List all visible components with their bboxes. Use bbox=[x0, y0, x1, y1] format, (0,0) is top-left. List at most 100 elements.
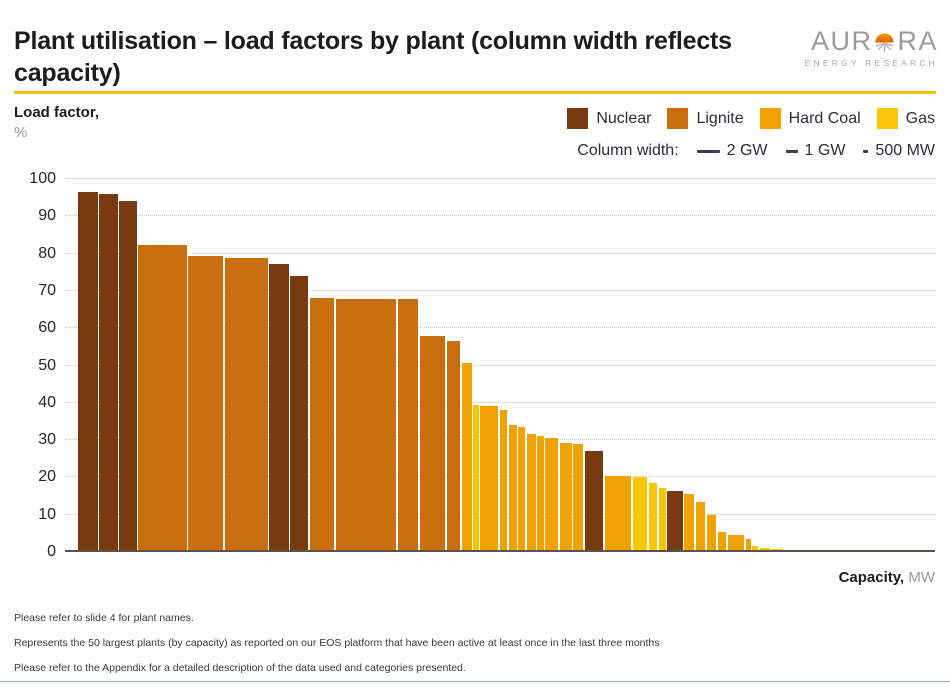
bar-nuclear bbox=[99, 194, 118, 550]
gridline-60 bbox=[65, 327, 935, 329]
width-sample-2-gw: 2 GW bbox=[696, 142, 768, 160]
legend-swatch bbox=[567, 108, 589, 129]
title-divider bbox=[14, 91, 936, 94]
bar-lignite bbox=[225, 258, 268, 550]
footnote-1: Please refer to slide 4 for plant names. bbox=[14, 612, 194, 624]
width-sample-500-mw: 500 MW bbox=[863, 142, 935, 160]
legend-item-lignite: Lignite bbox=[667, 108, 744, 129]
bar-hard-coal bbox=[573, 444, 583, 550]
bar-hard-coal bbox=[537, 436, 544, 550]
bar-gas bbox=[473, 405, 479, 550]
x-axis-unit: MW bbox=[908, 569, 935, 586]
y-tick-label-30: 30 bbox=[38, 431, 56, 449]
fuel-legend: Nuclear Lignite Hard Coal Gas bbox=[567, 108, 935, 129]
legend-label: Hard Coal bbox=[788, 109, 861, 127]
bar-nuclear bbox=[78, 192, 98, 550]
bar-nuclear bbox=[667, 491, 683, 550]
bar-hard-coal bbox=[500, 410, 507, 550]
y-axis-unit: % bbox=[14, 124, 28, 141]
column-width-label: Column width: bbox=[577, 142, 679, 159]
y-tick-label-20: 20 bbox=[38, 468, 56, 486]
y-tick-label-100: 100 bbox=[29, 170, 56, 187]
bar-hard-coal bbox=[707, 515, 716, 550]
y-tick-label-40: 40 bbox=[38, 393, 56, 411]
width-dash-icon bbox=[863, 149, 869, 153]
logo-subtitle: ENERGY RESEARCH bbox=[804, 58, 938, 68]
bottom-divider bbox=[0, 681, 950, 682]
legend-label: Lignite bbox=[696, 109, 744, 127]
y-tick-label-60: 60 bbox=[38, 319, 56, 337]
bar-hard-coal bbox=[746, 539, 751, 550]
y-axis-title: Load factor, % bbox=[14, 104, 99, 141]
gridline-80 bbox=[65, 252, 935, 254]
footnote-3: Please refer to the Appendix for a detai… bbox=[14, 662, 466, 674]
footnote-2: Represents the 50 largest plants (by cap… bbox=[14, 637, 660, 649]
x-axis-title-text: Capacity, bbox=[838, 569, 905, 586]
width-sample-label: 1 GW bbox=[804, 142, 846, 159]
bar-hard-coal bbox=[518, 427, 525, 550]
bar-hard-coal bbox=[605, 476, 631, 550]
bar-hard-coal bbox=[527, 434, 536, 550]
bar-gas bbox=[649, 483, 657, 550]
width-dash-icon bbox=[696, 149, 720, 153]
bar-lignite bbox=[336, 299, 396, 550]
legend-label: Gas bbox=[905, 109, 935, 127]
width-sample-1-gw: 1 GW bbox=[785, 142, 846, 160]
bar-lignite bbox=[447, 341, 460, 550]
aurora-logo: AUR RA ENERGY RESEARCH bbox=[778, 26, 938, 68]
y-tick-label-0: 0 bbox=[47, 543, 56, 560]
logo-text-left: AUR bbox=[810, 26, 873, 56]
y-tick-label-50: 50 bbox=[38, 356, 56, 374]
bar-gas bbox=[659, 488, 666, 550]
bar-hard-coal bbox=[560, 443, 572, 550]
bar-lignite bbox=[420, 336, 445, 550]
legend-item-gas: Gas bbox=[876, 108, 935, 129]
page-title: Plant utilisation – load factors by plan… bbox=[14, 26, 732, 88]
width-dash-icon bbox=[785, 149, 798, 153]
gridline-70 bbox=[65, 289, 935, 291]
bar-hard-coal bbox=[480, 406, 498, 550]
width-sample-label: 2 GW bbox=[726, 142, 768, 159]
legend-item-nuclear: Nuclear bbox=[567, 108, 651, 129]
gridline-40 bbox=[65, 401, 935, 403]
legend-label: Nuclear bbox=[596, 109, 652, 127]
column-width-legend: Column width: 2 GW 1 GW 500 MW bbox=[577, 142, 935, 160]
y-tick-label-90: 90 bbox=[38, 207, 56, 225]
y-axis-title-text: Load factor, bbox=[14, 104, 100, 121]
y-axis-labels: 100 90 80 70 60 50 40 30 20 10 0 bbox=[0, 170, 56, 560]
bar-gas bbox=[633, 477, 647, 550]
bar-gas bbox=[771, 549, 783, 550]
bar-hard-coal bbox=[684, 494, 694, 550]
gridline-90 bbox=[65, 215, 935, 217]
footnotes: Please refer to slide 4 for plant names.… bbox=[14, 612, 934, 687]
plot-area bbox=[65, 178, 935, 552]
gridline-50 bbox=[65, 364, 935, 366]
bar-nuclear bbox=[585, 451, 603, 550]
logo-text-right: RA bbox=[897, 26, 938, 56]
sun-icon bbox=[873, 30, 896, 53]
y-tick-label-70: 70 bbox=[38, 281, 56, 299]
x-axis-title: Capacity, MW bbox=[839, 569, 935, 586]
aurora-logo-word: AUR RA bbox=[778, 26, 938, 57]
bar-lignite bbox=[188, 256, 223, 550]
legend-swatch bbox=[759, 108, 781, 129]
gridline-100 bbox=[65, 178, 935, 179]
x-axis-line bbox=[65, 550, 935, 552]
bar-nuclear bbox=[119, 201, 137, 550]
bar-gas bbox=[752, 546, 758, 550]
legend-swatch bbox=[876, 108, 898, 129]
y-tick-label-80: 80 bbox=[38, 244, 56, 262]
bar-hard-coal bbox=[509, 425, 517, 550]
chart: 100 90 80 70 60 50 40 30 20 10 0 bbox=[0, 170, 950, 560]
bar-hard-coal bbox=[462, 363, 472, 550]
bar-nuclear bbox=[269, 264, 289, 550]
bar-hard-coal bbox=[718, 532, 726, 550]
bar-lignite bbox=[398, 299, 418, 550]
y-tick-label-10: 10 bbox=[38, 505, 56, 523]
legend-item-hard-coal: Hard Coal bbox=[759, 108, 861, 129]
width-sample-label: 500 MW bbox=[875, 142, 935, 159]
bar-hard-coal bbox=[696, 502, 705, 550]
bar-nuclear bbox=[290, 276, 308, 550]
legend-swatch bbox=[667, 108, 689, 129]
bar-lignite bbox=[310, 298, 334, 550]
